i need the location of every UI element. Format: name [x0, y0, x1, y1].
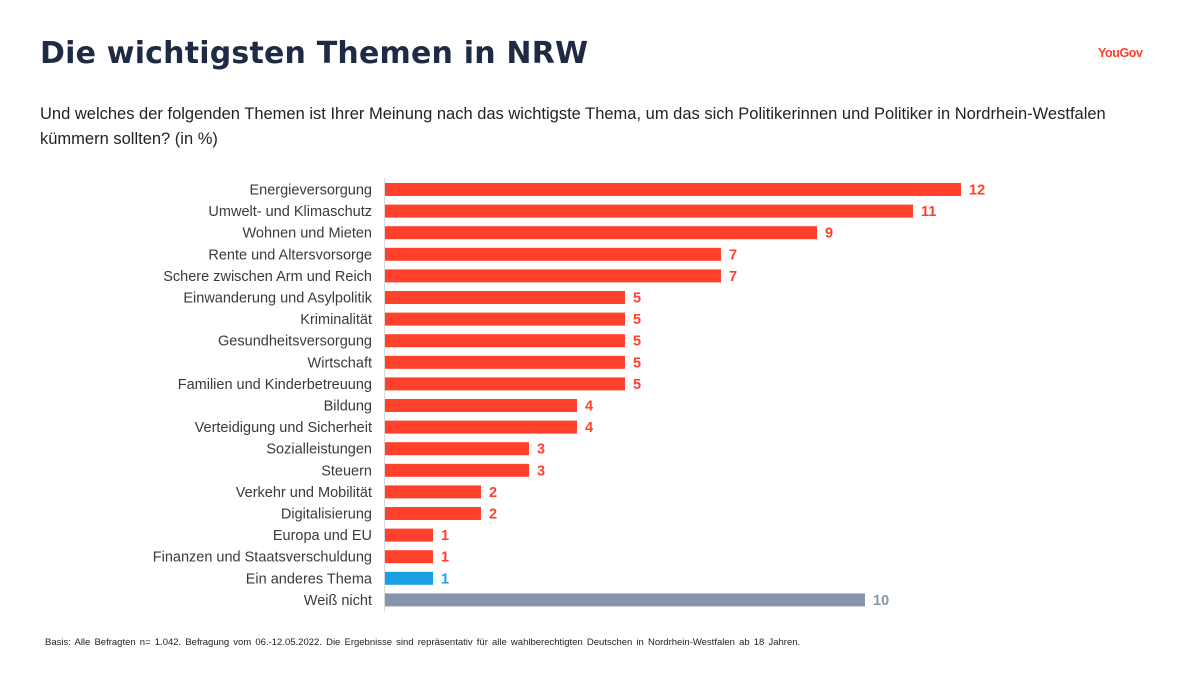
- bar: [385, 399, 577, 412]
- category-label: Steuern: [321, 463, 372, 479]
- category-label: Verteidigung und Sicherheit: [195, 420, 372, 436]
- bar: [385, 571, 433, 585]
- bar-value-label: 1: [441, 528, 449, 544]
- bar: [385, 226, 817, 240]
- bar-value-label: 1: [441, 550, 449, 566]
- category-label: Sozialleistungen: [266, 442, 372, 458]
- category-label: Verkehr und Mobilität: [236, 485, 372, 501]
- category-label: Schere zwischen Arm und Reich: [163, 269, 372, 285]
- category-label: Gesundheitsversorgung: [218, 334, 372, 350]
- bar-value-label: 7: [729, 247, 737, 263]
- bar: [385, 528, 433, 542]
- category-label: Kriminalität: [300, 312, 372, 328]
- bar: [385, 334, 625, 348]
- bar-value-label: 1: [441, 571, 449, 587]
- category-label: Wirtschaft: [308, 355, 372, 371]
- category-label: Bildung: [324, 399, 372, 415]
- yougov-logo: YouGov: [1098, 46, 1143, 60]
- bar: [385, 442, 529, 456]
- bar-value-label: 3: [537, 442, 545, 458]
- bar-value-label: 2: [489, 485, 497, 501]
- bar: [385, 550, 433, 564]
- bar: [385, 183, 961, 196]
- category-label: Familien und Kinderbetreuung: [178, 377, 372, 393]
- bar-value-label: 10: [873, 593, 889, 609]
- bar-value-label: 11: [921, 204, 936, 220]
- bar-value-label: 5: [633, 334, 641, 350]
- bar: [385, 377, 625, 391]
- bar: [385, 204, 913, 218]
- category-label: Wohnen und Mieten: [242, 226, 372, 242]
- bar-value-label: 12: [969, 183, 985, 199]
- category-label: Digitalisierung: [281, 507, 372, 523]
- bar: [385, 463, 529, 477]
- bar-value-label: 4: [585, 399, 593, 415]
- bar-value-label: 5: [633, 312, 641, 328]
- category-label: Ein anderes Thema: [246, 571, 373, 587]
- bar: [385, 269, 721, 283]
- bar: [385, 355, 625, 369]
- bar-value-label: 9: [825, 226, 833, 242]
- bar: [385, 247, 721, 261]
- chart-question: Und welches der folgenden Themen ist Ihr…: [40, 105, 1106, 148]
- bar: [385, 291, 625, 304]
- bar: [385, 507, 481, 520]
- bar-value-label: 3: [537, 463, 545, 479]
- bar-value-label: 4: [585, 420, 593, 436]
- category-label: Umwelt- und Klimaschutz: [208, 204, 372, 220]
- bar-value-label: 5: [633, 377, 641, 393]
- bar: [385, 420, 577, 434]
- bar-value-label: 2: [489, 507, 497, 523]
- category-label: Weiß nicht: [304, 593, 372, 609]
- bar-value-label: 7: [729, 269, 737, 285]
- category-label: Europa und EU: [273, 528, 372, 544]
- footnote: Basis: Alle Befragten n= 1.042. Befragun…: [45, 637, 801, 648]
- bar: [385, 485, 481, 499]
- bar: [385, 312, 625, 326]
- category-label: Rente und Altersvorsorge: [208, 247, 372, 263]
- category-label: Einwanderung und Asylpolitik: [183, 291, 372, 307]
- category-label: Finanzen und Staatsverschuldung: [153, 550, 372, 566]
- bar-value-label: 5: [633, 355, 641, 371]
- bar-value-label: 5: [633, 291, 641, 307]
- bar: [385, 593, 865, 607]
- page-title: Die wichtigsten Themen in NRW: [40, 36, 589, 71]
- category-label: Energieversorgung: [249, 183, 372, 199]
